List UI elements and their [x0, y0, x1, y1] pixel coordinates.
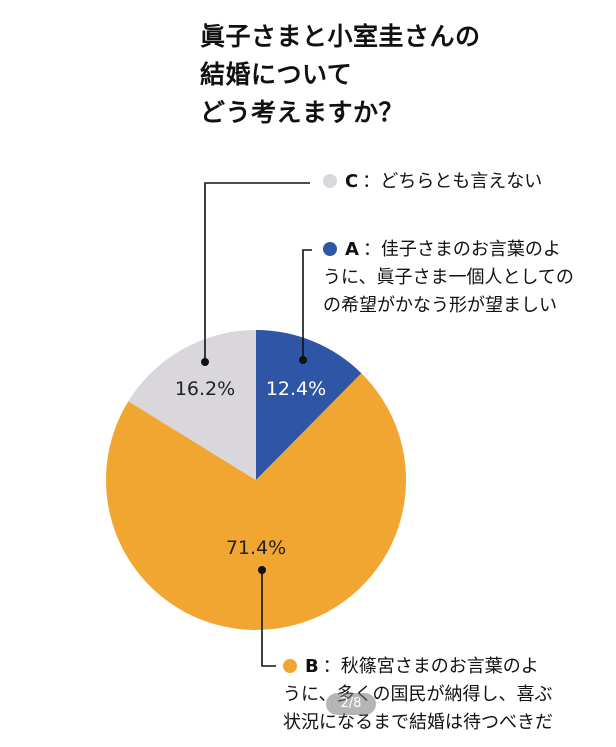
- legend-text-a-line3: の希望がかなう形が望ましい: [323, 295, 557, 316]
- legend-item-c: C ：どちらとも言えない: [323, 168, 542, 196]
- legend-dot-a: [323, 242, 337, 256]
- legend-key-a: A: [345, 239, 359, 260]
- legend-text-b-line2: うに、多くの国民が納得し、喜ぶ: [283, 684, 553, 705]
- title-line: 眞子さまと小室圭さんの: [200, 22, 481, 51]
- legend-item-a: A ：佳子さまのお言葉のよ うに、眞子さま一個人としての の希望がかなう形が望まし…: [323, 236, 574, 320]
- legend-text-c: ：どちらとも言えない: [362, 171, 543, 192]
- pie-slice-c: [128, 330, 256, 480]
- pie-slice-b: [105, 373, 406, 631]
- pie-slice-a: [256, 330, 362, 480]
- title-line: どう考えますか？: [200, 98, 405, 127]
- slice-label-b: 71.4%: [226, 537, 286, 559]
- leader-dot-c: [201, 358, 209, 366]
- legend-dot-b: [283, 659, 297, 673]
- chart-title: 眞子さまと小室圭さんの 結婚について どう考えますか？: [200, 18, 600, 132]
- legend-text-a-line2: うに、眞子さま一個人としての: [323, 267, 574, 288]
- leader-line-c: [204, 182, 310, 362]
- leader-line-a: [302, 249, 312, 360]
- legend-text-b-line3: 状況になるまで結婚は待つべきだ: [283, 712, 553, 733]
- legend-dot-c: [323, 174, 337, 188]
- legend-key-b: B: [305, 656, 319, 677]
- legend-key-c: C: [345, 171, 359, 192]
- legend-item-b: B ：秋篠宮さまのお言葉のよ うに、多くの国民が納得し、喜ぶ 状況になるまで結婚は…: [283, 653, 553, 737]
- leader-line-b: [261, 570, 276, 667]
- leader-dot-a: [299, 356, 307, 364]
- legend-text-a-line1: ：佳子さまのお言葉のよ: [362, 239, 561, 260]
- slice-label-a: 12.4%: [266, 378, 326, 400]
- legend-text-b-line1: ：秋篠宮さまのお言葉のよ: [322, 656, 539, 677]
- slice-label-c: 16.2%: [175, 378, 235, 400]
- leader-dot-b: [258, 566, 266, 574]
- title-line: 結婚について: [200, 60, 353, 89]
- page-indicator[interactable]: 2/8: [326, 693, 376, 715]
